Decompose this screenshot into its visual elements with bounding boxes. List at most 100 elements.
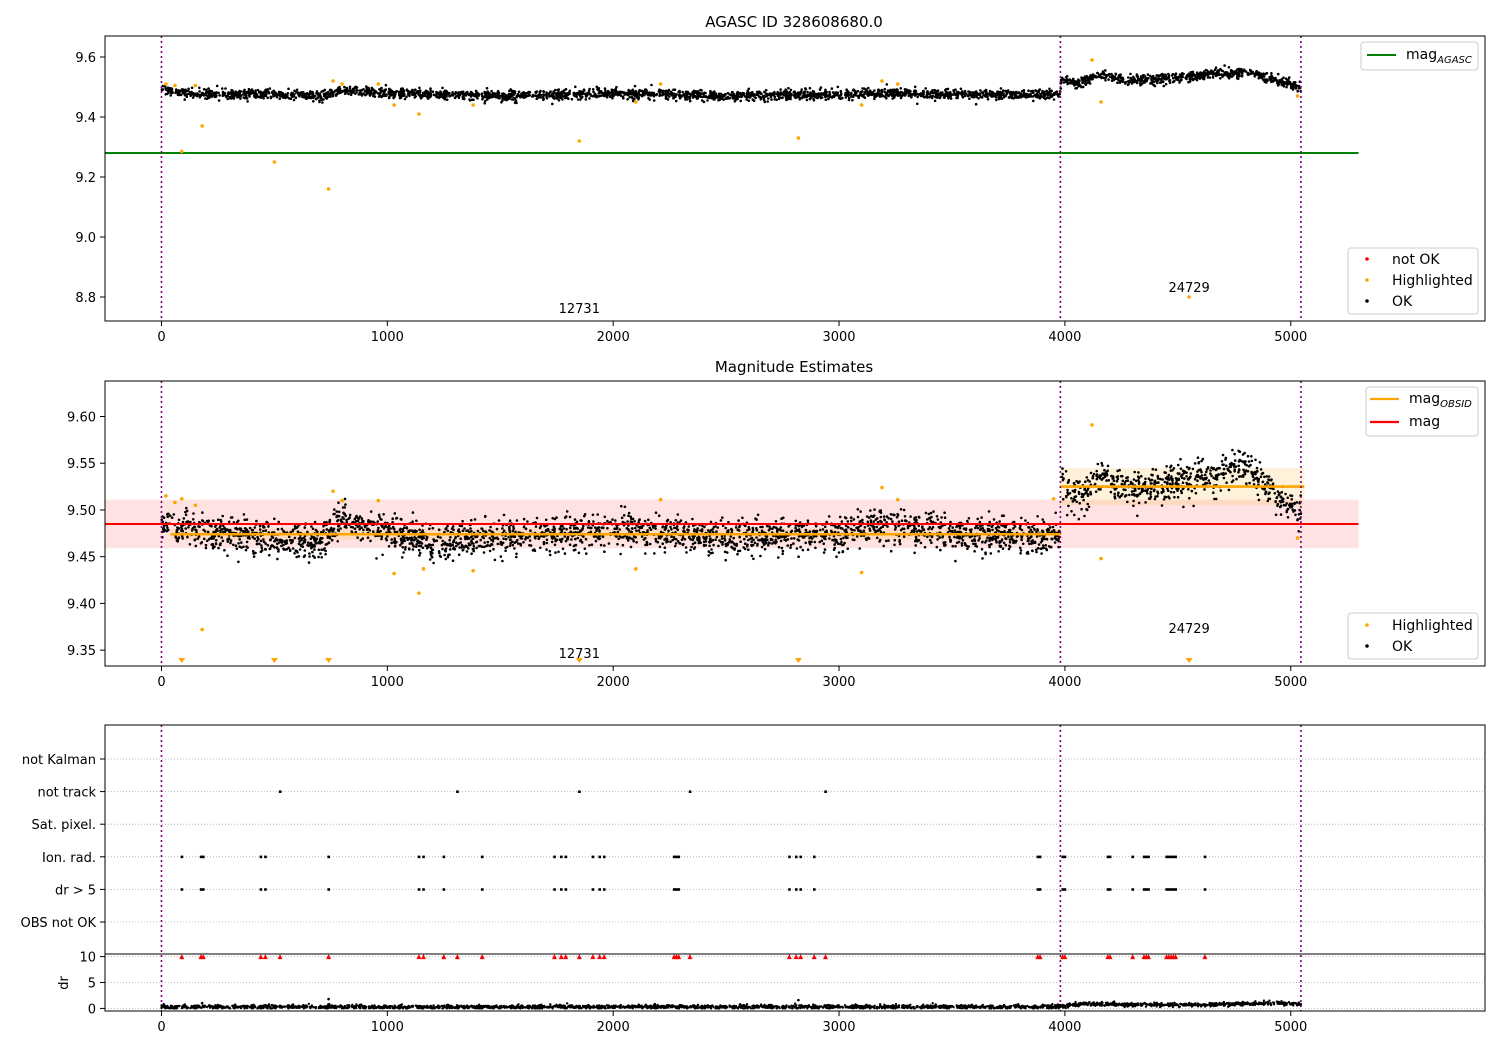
plot-area: 12731 24729 [105, 36, 1359, 321]
highlighted-point [331, 489, 335, 494]
dr-clipped-marker [576, 954, 582, 960]
dr-clipped-marker [551, 954, 557, 960]
flag-row-label: not track [37, 786, 96, 801]
flag-marker [202, 855, 205, 859]
flag-marker [1063, 888, 1067, 891]
flag-marker [1108, 855, 1112, 859]
y-tick-label: 5 [88, 977, 96, 992]
flag-marker [1142, 888, 1146, 891]
x-tick-label: 2000 [597, 330, 630, 345]
flag-marker [1145, 888, 1148, 891]
legend-status: not OK Highlighted OK [1347, 247, 1479, 315]
flag-marker [591, 855, 595, 859]
flag-marker [327, 855, 331, 859]
dr-clipped-marker [420, 954, 426, 960]
dr-clipped-marker [563, 954, 569, 960]
flag-marker [1142, 855, 1146, 859]
flag-marker [564, 888, 568, 891]
flag-row-label: dr > 5 [55, 883, 96, 898]
highlighted-point [173, 500, 177, 505]
highlighted-point [859, 103, 864, 107]
x-tick-label: 3000 [822, 330, 855, 345]
dr-outlier [797, 998, 800, 1002]
flag-row-label: not Kalman [22, 753, 96, 768]
highlighted-point [1099, 556, 1103, 561]
flag-marker [259, 888, 263, 891]
highlighted-point [173, 83, 177, 88]
offscale-marker [178, 658, 186, 663]
legend-mag-agasc: magAGASC [1360, 41, 1479, 71]
flag-marker [1145, 855, 1148, 859]
offscale-marker [794, 658, 802, 663]
dr-points [160, 999, 1303, 1010]
dr-plot-area [105, 954, 1485, 1010]
y-tick-label: 9.60 [67, 411, 96, 426]
flag-marker [202, 888, 205, 891]
y-tick-label: 8.8 [75, 291, 96, 306]
x-axis-ticks: 0 1000 2000 3000 4000 5000 [157, 666, 1307, 690]
flag-marker [553, 888, 556, 891]
highlighted-point [326, 187, 331, 191]
highlighted-point [633, 100, 638, 104]
flag-marker [1106, 855, 1110, 859]
offscale-marker [1185, 658, 1193, 663]
highlighted-point [1051, 496, 1056, 501]
y-tick-label: 9.2 [75, 171, 96, 186]
axes-frame [104, 35, 1486, 322]
highlighted-point [272, 160, 277, 164]
flag-marker [564, 855, 568, 859]
highlighted-point [421, 567, 426, 571]
flag-marker [417, 888, 421, 891]
x-tick-label: 3000 [822, 675, 855, 690]
y-tick-label: 9.0 [75, 231, 96, 246]
dr-clipped-marker [676, 954, 682, 960]
flag-marker [824, 790, 827, 793]
x-tick-label: 2000 [597, 1020, 630, 1035]
highlighted-point [633, 567, 638, 571]
flag-marker [199, 855, 203, 859]
flag-marker [1036, 855, 1040, 859]
flag-marker [259, 855, 263, 859]
y-tick-label: 9.35 [67, 644, 96, 659]
flag-marker [327, 888, 331, 891]
plot-area: 12731 24729 [105, 381, 1359, 666]
flag-marker [1172, 855, 1175, 859]
flag-marker [1165, 855, 1168, 859]
flag-marker [560, 855, 563, 859]
legend-subscript: AGASC [1436, 55, 1472, 66]
y-axis-ticks: 9.35 9.40 9.45 9.50 9.55 9.60 [67, 411, 105, 659]
panel-title: AGASC ID 328608680.0 [705, 13, 883, 31]
highlighted-point [859, 570, 864, 575]
dr-clipped-marker [558, 954, 564, 960]
legend-marker [1365, 299, 1369, 303]
flag-marker [1165, 888, 1168, 891]
obsid-annotation: 12731 [559, 302, 600, 317]
flag-marker [1203, 888, 1207, 891]
dr-clipped-marker [822, 954, 828, 960]
flag-marker [560, 888, 563, 891]
x-tick-label: 4000 [1048, 330, 1081, 345]
flag-marker [677, 888, 681, 891]
y-tick-label: 10 [79, 951, 96, 966]
x-axis-ticks: 0 1000 2000 3000 4000 5000 [157, 321, 1307, 345]
flag-marker [1131, 855, 1135, 859]
flag-marker [591, 888, 595, 891]
dr-clipped-marker [590, 954, 596, 960]
highlighted-point [193, 503, 198, 508]
legend-box [1347, 247, 1479, 315]
highlighted-point [164, 82, 168, 86]
flag-marker [264, 855, 267, 859]
highlighted-point [880, 485, 884, 490]
x-tick-label: 0 [157, 330, 165, 345]
flag-marker [578, 790, 581, 793]
legend-box [1360, 41, 1479, 71]
flag-marker [812, 855, 816, 859]
legend-label: mag [1409, 414, 1440, 430]
flags-panel: not Kalman not track Sat. pixel. Ion. rad. d… [21, 724, 1486, 1035]
dr-clipped-marker [1062, 954, 1068, 960]
obsid-annotation: 24729 [1168, 281, 1209, 296]
flag-marker [1147, 888, 1150, 891]
flag-marker [422, 888, 425, 891]
